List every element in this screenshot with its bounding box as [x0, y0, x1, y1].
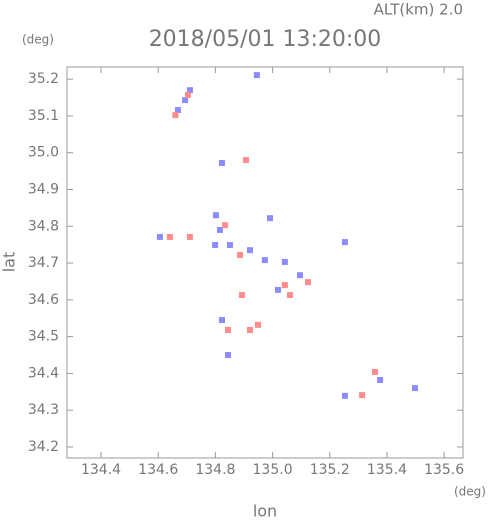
point [184, 91, 191, 98]
point [341, 239, 348, 246]
point [297, 272, 304, 279]
point [359, 392, 366, 399]
point [305, 279, 312, 286]
x-unit: (deg) [454, 485, 486, 499]
point [242, 157, 249, 164]
point [246, 326, 253, 333]
y-tick-label: 34.9 [28, 181, 59, 197]
point [411, 385, 418, 392]
point [182, 97, 189, 104]
chart-subtitle: ALT(km) 2.0 [374, 1, 463, 19]
point [267, 215, 274, 222]
point [341, 392, 348, 399]
x-axis-label: lon [253, 502, 277, 521]
y-tick-label: 35.1 [28, 108, 59, 124]
point [287, 292, 294, 299]
x-tick-label: 135.6 [424, 462, 464, 478]
point [212, 212, 219, 219]
x-tick-label: 134.4 [81, 462, 121, 478]
point [222, 222, 229, 229]
point [226, 242, 233, 249]
point [253, 72, 260, 79]
point [254, 321, 261, 328]
y-tick-label: 34.6 [28, 292, 59, 308]
y-tick-label: 35.2 [28, 71, 59, 87]
y-tick-label: 34.2 [28, 439, 59, 455]
point [275, 286, 282, 293]
point [246, 247, 253, 254]
point [238, 292, 245, 299]
y-unit: (deg) [22, 33, 54, 47]
point [224, 352, 231, 359]
y-tick-label: 34.5 [28, 329, 59, 345]
point [216, 226, 223, 233]
point [377, 377, 384, 384]
plot-frame [66, 66, 464, 459]
y-tick-label: 34.4 [28, 365, 59, 381]
point [281, 258, 288, 265]
x-tick-label: 135.2 [310, 462, 350, 478]
x-tick-label: 134.8 [195, 462, 235, 478]
y-tick-label: 34.7 [28, 255, 59, 271]
point [218, 317, 225, 324]
y-tick-label: 34.8 [28, 218, 59, 234]
point [218, 160, 225, 167]
x-tick-label: 135.0 [253, 462, 293, 478]
y-axis-label: lat [0, 252, 19, 273]
x-tick-label: 135.4 [367, 462, 407, 478]
point [172, 112, 179, 119]
point [224, 326, 231, 333]
point [261, 257, 268, 264]
point [186, 87, 193, 94]
y-tick-label: 34.3 [28, 402, 59, 418]
point [186, 233, 193, 240]
chart-title: 2018/05/01 13:20:00 [149, 27, 382, 52]
point [174, 107, 181, 114]
point [212, 242, 219, 249]
point [236, 251, 243, 258]
point [371, 368, 378, 375]
y-tick-label: 35.0 [28, 145, 59, 161]
point [156, 233, 163, 240]
point [281, 282, 288, 289]
x-tick-label: 134.6 [138, 462, 178, 478]
point [166, 233, 173, 240]
